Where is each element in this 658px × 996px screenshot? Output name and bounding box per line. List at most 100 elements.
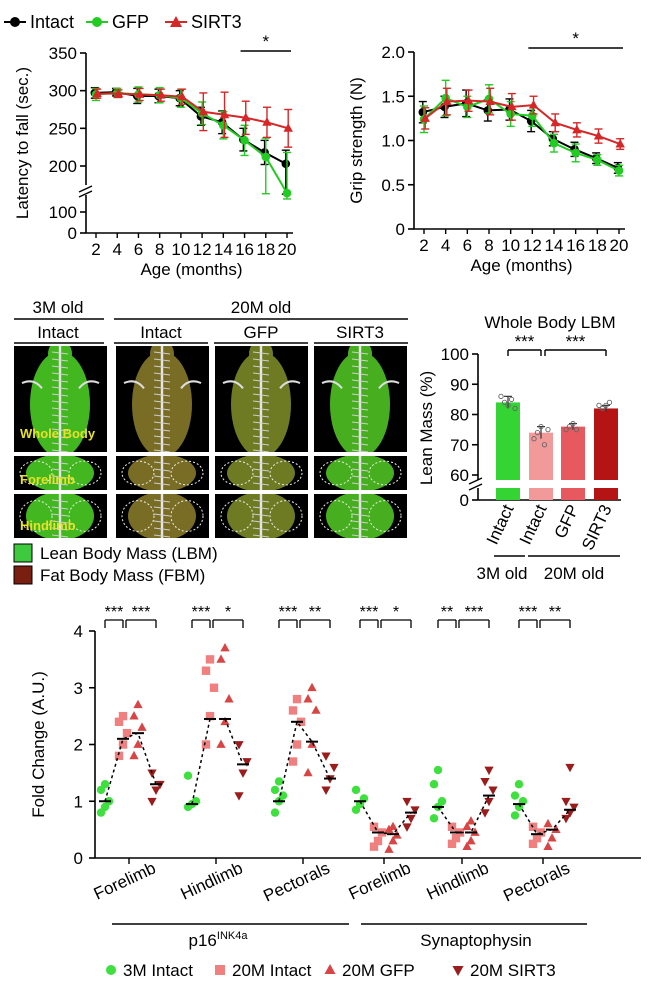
point-gfp bbox=[593, 155, 602, 165]
x-category-label: Forelimb bbox=[346, 858, 414, 903]
significance-star: ** bbox=[309, 604, 321, 621]
rib bbox=[351, 421, 369, 425]
point-sirt3 bbox=[113, 88, 124, 98]
group-label-3m: 3M old bbox=[476, 564, 527, 583]
fc-point bbox=[122, 728, 132, 738]
fc-point bbox=[238, 769, 248, 778]
x-category-label: GFP bbox=[551, 502, 583, 542]
fc-point bbox=[510, 811, 520, 820]
bar-data-point bbox=[512, 405, 518, 412]
fc-point bbox=[270, 785, 280, 795]
scan-drawing bbox=[319, 494, 402, 538]
rib bbox=[351, 534, 369, 538]
fc-point bbox=[292, 740, 302, 749]
x-category-label: Hindlimb bbox=[178, 858, 246, 903]
rib bbox=[252, 442, 270, 446]
rib bbox=[351, 435, 369, 439]
rib bbox=[153, 372, 171, 376]
legend-marker-3 bbox=[452, 966, 464, 976]
y-tick-label: 300 bbox=[49, 82, 77, 101]
fc-point bbox=[561, 797, 571, 807]
image-panel-headers: 3M old 20M old Intact Intact GFP SIRT3 bbox=[14, 298, 408, 344]
fc-point bbox=[224, 694, 234, 703]
scan-hindlimb-0: Hindlimb bbox=[14, 494, 107, 538]
rib bbox=[51, 534, 69, 538]
x-tick-label: 14 bbox=[545, 236, 564, 255]
point-sirt3 bbox=[550, 117, 560, 127]
rib bbox=[153, 358, 171, 362]
significance-star: *** bbox=[279, 604, 298, 621]
fc-point bbox=[388, 835, 398, 845]
roi-outline bbox=[170, 500, 204, 532]
rib bbox=[51, 351, 69, 355]
scan-drawing bbox=[121, 494, 204, 538]
rib bbox=[351, 379, 369, 383]
roi-outline bbox=[121, 460, 155, 486]
fc-point bbox=[480, 778, 490, 787]
forelimb-bone bbox=[279, 380, 301, 390]
roi-outline bbox=[368, 500, 402, 532]
rib bbox=[51, 499, 69, 503]
y-tick-label: 4 bbox=[74, 622, 83, 641]
rib bbox=[252, 386, 270, 390]
axis-break-mark bbox=[78, 190, 93, 198]
roi-outline bbox=[368, 460, 402, 486]
fc-point bbox=[100, 780, 110, 789]
point-sirt3 bbox=[177, 91, 187, 101]
significance-star: *** bbox=[132, 604, 151, 621]
x-tick-label: 16 bbox=[566, 236, 585, 255]
forelimb-bone bbox=[123, 380, 145, 390]
scan-row-label: Forelimb bbox=[20, 472, 75, 487]
point-sirt3 bbox=[156, 90, 166, 99]
lbm-swatch bbox=[13, 543, 33, 563]
fc-point bbox=[429, 814, 439, 823]
scan-drawing bbox=[220, 494, 303, 538]
y-tick-label: 0 bbox=[74, 849, 83, 868]
legend-intact-label: Intact bbox=[30, 12, 74, 32]
roi-outline bbox=[68, 500, 102, 532]
fc-point bbox=[406, 814, 416, 824]
rib bbox=[351, 506, 369, 510]
fc-point bbox=[288, 706, 298, 715]
rib bbox=[252, 393, 270, 397]
fc-point bbox=[462, 821, 472, 831]
y-tick-label: 350 bbox=[49, 44, 77, 63]
y-axis-title: Latency to fall (sec.) bbox=[13, 67, 32, 219]
axis-break-mark bbox=[468, 483, 483, 491]
rib bbox=[153, 421, 171, 425]
y-tick-label: 2 bbox=[74, 736, 83, 755]
roi-outline bbox=[68, 460, 102, 486]
y-tick-label: 0 bbox=[68, 224, 77, 243]
bar-data-point bbox=[596, 402, 602, 409]
fc-point bbox=[133, 739, 143, 748]
fc-point bbox=[303, 694, 313, 703]
fc-point bbox=[547, 833, 557, 842]
rib bbox=[153, 428, 171, 432]
significance-star: *** bbox=[360, 604, 379, 621]
rib bbox=[153, 506, 171, 510]
rib bbox=[252, 421, 270, 425]
fc-point bbox=[466, 835, 476, 845]
y-tick-label: 100 bbox=[441, 345, 469, 364]
legend-label-3: 20M SIRT3 bbox=[470, 961, 556, 980]
axis-break-gap bbox=[470, 480, 620, 488]
fc-point bbox=[462, 841, 472, 851]
scan-whole-body-2 bbox=[215, 346, 308, 452]
forelimb-bone bbox=[378, 380, 400, 390]
bar-data-point bbox=[505, 402, 511, 409]
fc-point bbox=[307, 682, 317, 692]
fc-point bbox=[151, 786, 161, 795]
y-tick-label: 0 bbox=[460, 491, 469, 510]
y-tick-label: 90 bbox=[450, 375, 469, 394]
series-line-intact bbox=[422, 102, 619, 169]
fc-point bbox=[369, 822, 379, 831]
rib bbox=[252, 372, 270, 376]
legend-label-2: 20M GFP bbox=[342, 961, 415, 980]
scan-whole-body-1 bbox=[116, 346, 209, 452]
x-tick-label: 2 bbox=[91, 240, 100, 259]
header-20m-old: 20M old bbox=[231, 298, 291, 317]
rib bbox=[51, 527, 69, 531]
roi-outline bbox=[19, 500, 53, 532]
top-legend: Intact GFP SIRT3 bbox=[4, 12, 242, 32]
rib bbox=[153, 527, 171, 531]
